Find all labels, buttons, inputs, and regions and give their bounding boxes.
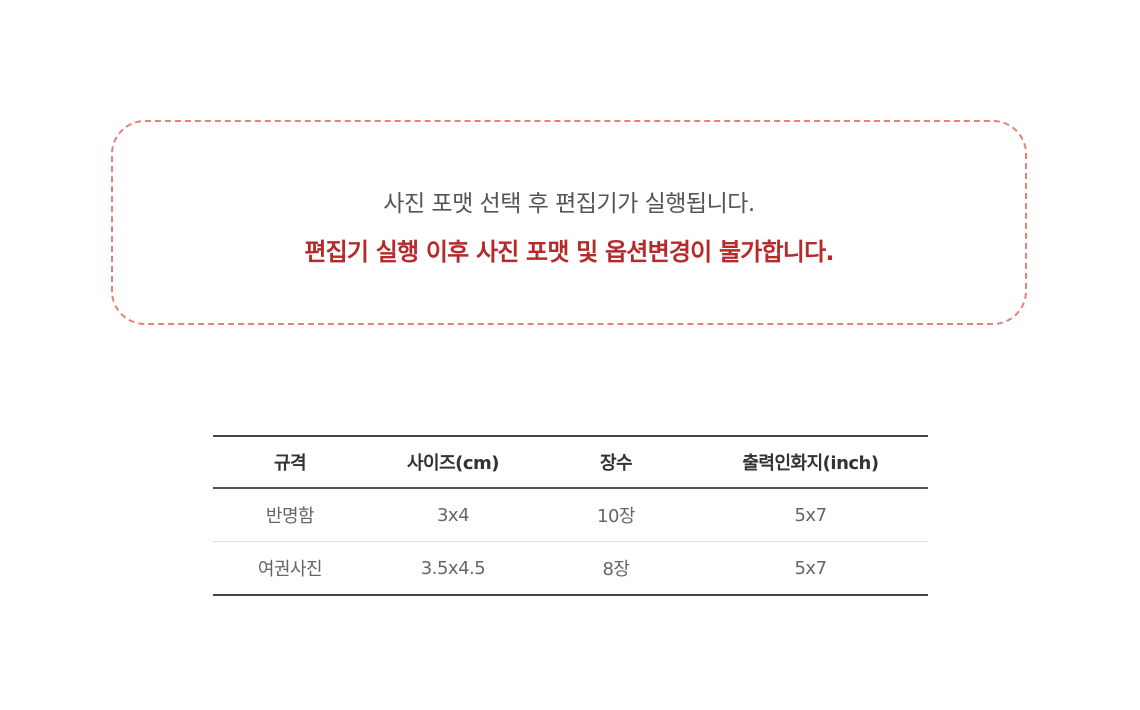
cell-size: 3x4 [367,488,539,542]
notice-warning-text: 편집기 실행 이후 사진 포맷 및 옵션변경이 불가합니다. [304,238,834,266]
notice-box: 사진 포맷 선택 후 편집기가 실행됩니다. 편집기 실행 이후 사진 포맷 및… [111,120,1027,325]
header-paper: 출력인화지(inch) [693,436,928,489]
cell-count: 10장 [539,488,693,542]
header-size: 사이즈(cm) [367,436,539,489]
cell-count: 8장 [602,559,630,580]
cell-spec: 반명함 [213,488,367,542]
cell-paper: 5x7 [794,557,827,579]
table-header-row: 규격 사이즈(cm) 장수 출력인화지(inch) [213,436,928,489]
spec-table: 규격 사이즈(cm) 장수 출력인화지(inch) 반명함 3x4 10장 5x… [213,435,928,596]
table-row: 여권사진 3.5x4.5 8장 5x7 [213,542,928,596]
table-row: 반명함 3x4 10장 5x7 [213,488,928,542]
header-count: 장수 [539,436,693,489]
header-spec: 규격 [213,436,367,489]
cell-spec: 여권사진 [257,559,323,580]
cell-paper: 5x7 [693,488,928,542]
notice-info-text: 사진 포맷 선택 후 편집기가 실행됩니다. [383,191,755,217]
cell-size: 3.5x4.5 [420,557,486,579]
